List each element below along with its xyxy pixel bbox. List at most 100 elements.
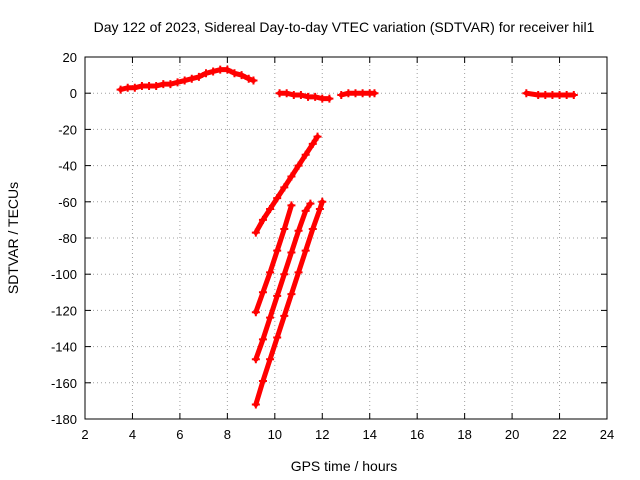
data-point [294, 226, 303, 235]
data-point [230, 69, 239, 78]
series-mid1 [275, 89, 334, 103]
y-tick-label: -40 [58, 159, 77, 174]
y-tick-label: -180 [51, 412, 77, 427]
data-point [287, 201, 296, 210]
data-point [318, 94, 327, 103]
data-point [173, 78, 182, 87]
data-point [301, 246, 310, 255]
data-point [370, 89, 379, 98]
data-point [287, 290, 296, 299]
data-point [237, 71, 246, 80]
grid-layer [85, 57, 607, 419]
y-tick-label: -80 [58, 231, 77, 246]
y-tick-label: -20 [58, 122, 77, 137]
data-point [534, 91, 543, 100]
x-tick-label: 24 [600, 427, 614, 442]
y-tick-label: -120 [51, 303, 77, 318]
series-streak1 [251, 132, 322, 237]
data-point [358, 89, 367, 98]
data-point [251, 308, 260, 317]
data-point [294, 268, 303, 277]
data-point [166, 80, 175, 89]
data-point [202, 69, 211, 78]
data-point [287, 172, 296, 181]
data-point [258, 376, 267, 385]
data-point [287, 248, 296, 257]
data-point [522, 89, 531, 98]
data-point [159, 80, 168, 89]
y-tick-label: -60 [58, 195, 77, 210]
data-point [251, 400, 260, 409]
data-point [266, 355, 275, 364]
x-tick-label: 4 [129, 427, 136, 442]
data-point [351, 89, 360, 98]
x-tick-label: 18 [457, 427, 471, 442]
data-point [152, 81, 161, 90]
data-point [280, 224, 289, 233]
data-point [258, 288, 267, 297]
series-streak2 [251, 201, 296, 317]
data-point [266, 313, 275, 322]
data-point [289, 91, 298, 100]
data-point [294, 161, 303, 170]
data-point [273, 194, 282, 203]
x-tick-label: 12 [315, 427, 329, 442]
data-point [280, 270, 289, 279]
data-point [325, 94, 334, 103]
y-tick-label: -140 [51, 340, 77, 355]
data-point [569, 91, 578, 100]
x-tick-label: 2 [81, 427, 88, 442]
data-point [123, 83, 132, 92]
data-point [555, 91, 564, 100]
data-point [116, 85, 125, 94]
data-point [548, 91, 557, 100]
data-layer [116, 65, 578, 409]
data-point [216, 65, 225, 74]
data-point [145, 81, 154, 90]
series-early [116, 65, 258, 94]
data-point [194, 72, 203, 81]
data-point [337, 91, 346, 100]
series-mid2 [337, 89, 379, 100]
data-point [304, 92, 313, 101]
data-point [301, 150, 310, 159]
data-point [301, 206, 310, 215]
data-point [266, 205, 275, 214]
x-tick-label: 22 [552, 427, 566, 442]
data-point [266, 268, 275, 277]
data-point [275, 89, 284, 98]
x-axis-title: GPS time / hours [291, 458, 398, 474]
y-axis-title: SDTVAR / TECUs [5, 182, 21, 294]
x-tick-label: 16 [410, 427, 424, 442]
data-point [308, 224, 317, 233]
series-streak2-trace [253, 202, 294, 315]
data-point [562, 91, 571, 100]
data-point [541, 91, 550, 100]
data-point [244, 74, 253, 83]
data-point [280, 183, 289, 192]
x-tick-label: 8 [224, 427, 231, 442]
data-point [223, 65, 232, 74]
data-point [308, 139, 317, 148]
plot-frame [84, 56, 608, 420]
y-tick-label: -100 [51, 267, 77, 282]
y-tick-label: 20 [63, 50, 77, 65]
tick-layer: 2 4 6 8 10 12 14 16 18 20 22 24200-20-40-60-80-100-… [51, 50, 614, 442]
series-streak3 [251, 199, 315, 364]
data-point [249, 76, 258, 85]
data-point [311, 92, 320, 101]
data-point [282, 89, 291, 98]
data-point [187, 74, 196, 83]
data-point [130, 83, 139, 92]
y-tick-label: 0 [70, 86, 77, 101]
chart-title: Day 122 of 2023, Sidereal Day-to-day VTE… [94, 19, 595, 35]
x-tick-label: 6 [176, 427, 183, 442]
data-point [258, 215, 267, 224]
x-tick-label: 14 [362, 427, 376, 442]
data-point [313, 132, 322, 141]
series-late [522, 89, 578, 100]
data-point [280, 311, 289, 320]
data-point [258, 335, 267, 344]
data-point [273, 291, 282, 300]
